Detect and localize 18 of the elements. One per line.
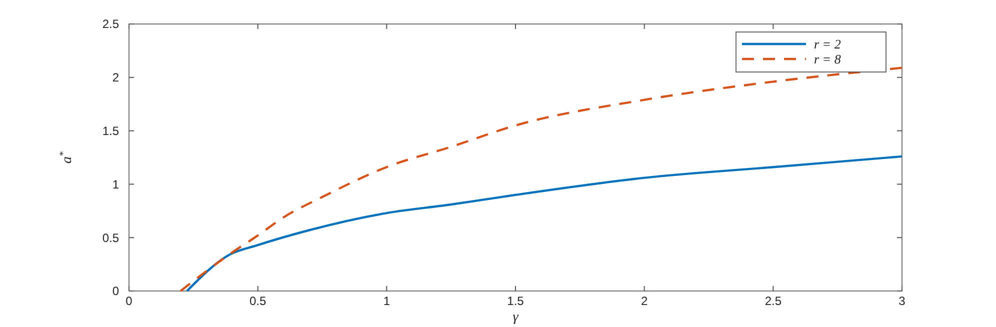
x-tick-label: 1.5 bbox=[507, 294, 524, 308]
x-axis-title: γ bbox=[512, 310, 519, 325]
legend-label: r = 8 bbox=[814, 52, 842, 67]
y-tick-label: 0.5 bbox=[102, 230, 120, 245]
x-tick-label: 3 bbox=[898, 294, 906, 308]
x-tick-label: 0.5 bbox=[249, 294, 266, 308]
y-tick-label: 1.5 bbox=[102, 124, 120, 138]
y-tick-label: 1 bbox=[112, 177, 120, 192]
x-tick-label: 0 bbox=[126, 294, 133, 308]
x-tick-label: 2 bbox=[640, 294, 648, 308]
y-tick-label: 0 bbox=[112, 284, 120, 298]
legend-label: r = 2 bbox=[814, 36, 842, 52]
line-series bbox=[186, 155, 904, 292]
x-tick-label: 1 bbox=[383, 294, 390, 308]
x-tick-label: 2.5 bbox=[764, 294, 782, 308]
y-tick-label: 2 bbox=[112, 70, 120, 85]
y-tick-label: 2.5 bbox=[102, 17, 120, 32]
line-series bbox=[179, 66, 904, 292]
